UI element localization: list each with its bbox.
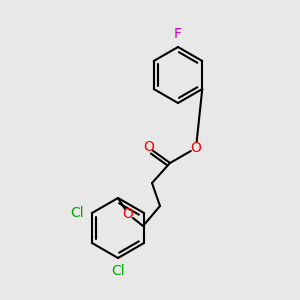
Text: O: O <box>144 140 154 154</box>
Text: O: O <box>190 141 201 155</box>
Text: F: F <box>174 27 182 41</box>
Text: Cl: Cl <box>70 206 84 220</box>
Text: Cl: Cl <box>111 264 125 278</box>
Text: O: O <box>123 207 134 221</box>
